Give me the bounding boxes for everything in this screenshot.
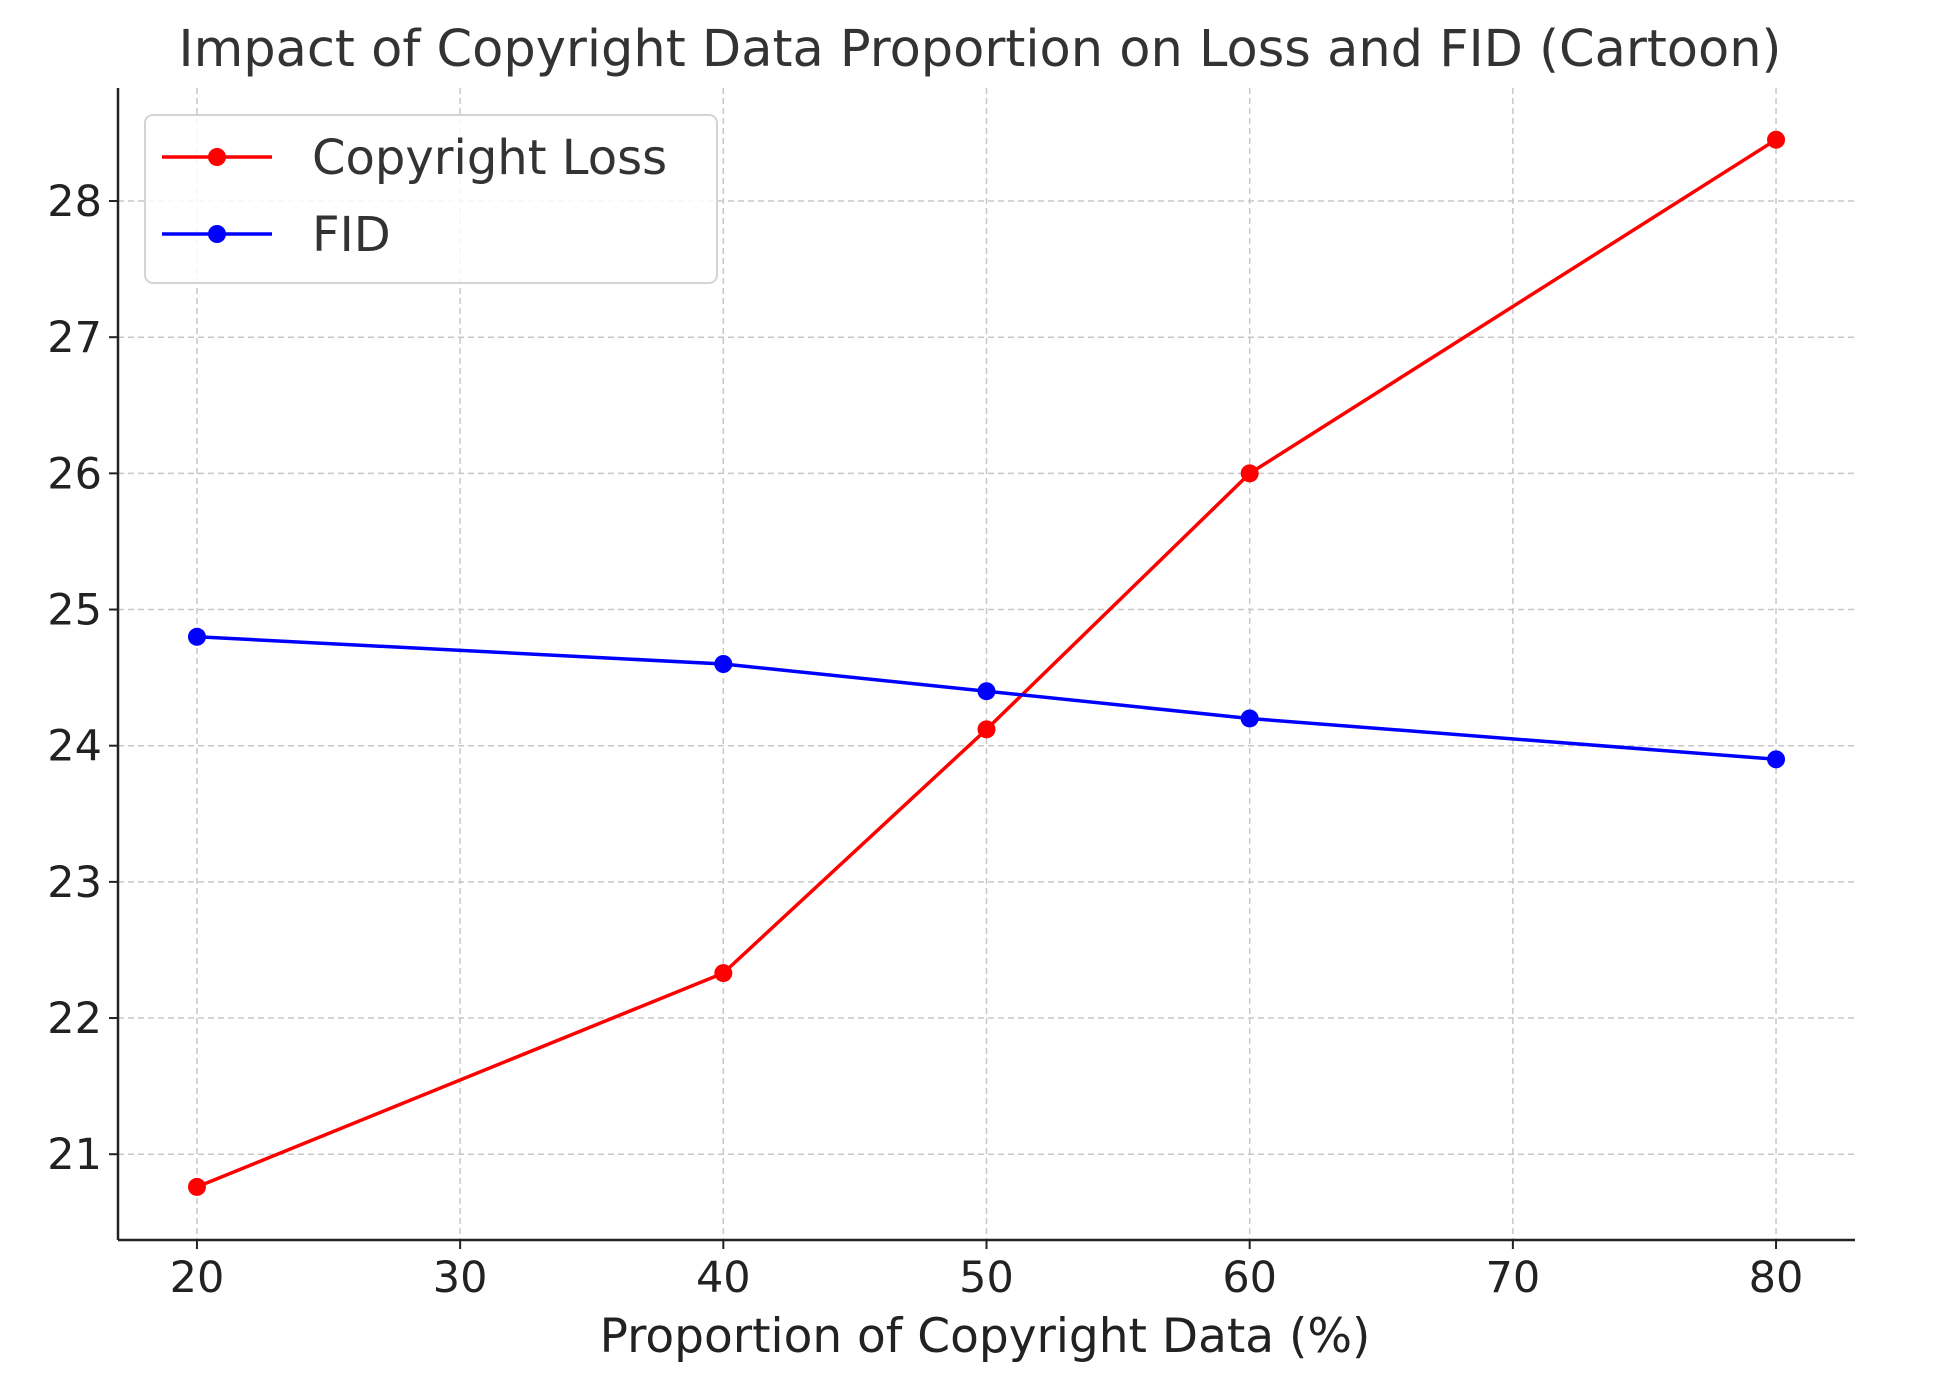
data-point-copyright-loss-3 [1240,464,1259,483]
y-tick-label-3: 24 [47,722,102,772]
data-point-copyright-loss-4 [1767,130,1786,149]
legend-box [144,114,718,284]
y-axis-ticks: 21 22 23 24 25 26 27 28 [47,177,118,1180]
legend-marker-fid [208,225,226,243]
data-point-fid-4 [1767,750,1786,769]
data-point-copyright-loss-1 [714,964,733,983]
data-point-copyright-loss-0 [187,1177,206,1196]
x-tick-label-3: 50 [959,1253,1014,1303]
x-tick-label-6: 80 [1749,1253,1804,1303]
x-tick-label-5: 70 [1486,1253,1541,1303]
y-tick-label-7: 28 [47,177,102,227]
x-axis-label: Proportion of Copyright Data (%) [600,1309,1371,1364]
y-tick-label-4: 25 [47,586,102,636]
legend-label-fid: FID [312,207,391,263]
y-tick-label-5: 26 [47,449,102,499]
data-point-fid-3 [1240,709,1259,728]
legend-marker-copyright-loss [208,148,226,166]
chart-title: Impact of Copyright Data Proportion on L… [179,20,1782,79]
y-tick-label-1: 22 [47,994,102,1044]
series-layer [187,130,1786,1196]
data-point-fid-2 [977,682,996,701]
legend-label-copyright-loss: Copyright Loss [312,130,667,186]
data-point-fid-1 [714,655,733,673]
y-tick-label-6: 27 [47,313,102,363]
legend: Copyright Loss FID [144,114,718,284]
x-tick-label-4: 60 [1222,1253,1277,1303]
x-tick-label-2: 40 [696,1253,751,1303]
y-tick-label-2: 23 [47,858,102,908]
data-point-copyright-loss-2 [977,720,996,739]
x-tick-label-0: 20 [170,1253,225,1303]
data-point-fid-0 [187,627,206,646]
y-tick-label-0: 21 [47,1130,102,1180]
x-tick-label-1: 30 [433,1253,488,1303]
x-axis-ticks: 20 30 40 50 60 70 80 [170,1240,1804,1303]
